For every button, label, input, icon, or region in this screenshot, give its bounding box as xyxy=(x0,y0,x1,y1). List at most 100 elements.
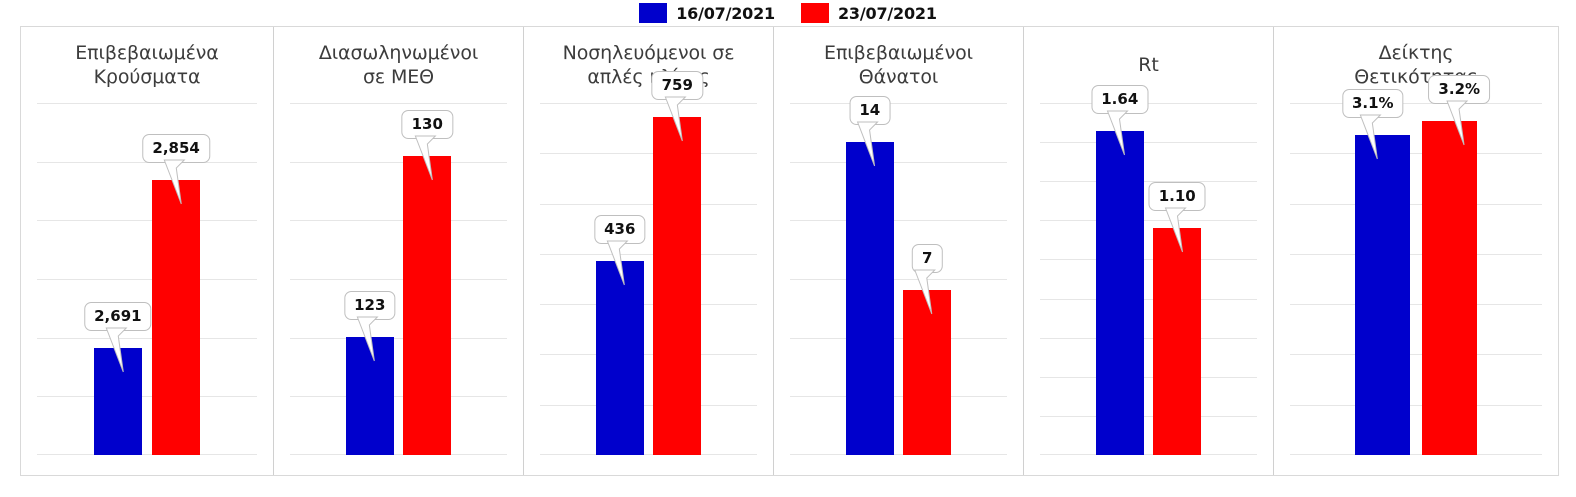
gridline xyxy=(290,161,507,163)
bar-container: 3.1% xyxy=(1341,88,1411,455)
gridline xyxy=(1040,376,1257,378)
panel-frame: Επιβεβαιωμένα Κρούσματα 2,691 2,854 Διασωλη… xyxy=(20,26,1559,476)
bar-group: 1.64 1.10 xyxy=(1040,85,1257,455)
bar-container: 436 xyxy=(594,103,646,455)
panel-title: Δείκτης Θετικότητας xyxy=(1354,42,1478,89)
gridlines xyxy=(540,103,757,455)
panel-title: Νοσηλευόμενοι σε απλές κλίνες xyxy=(562,42,735,89)
chart-panel: Επιβεβαιωμένοι Θάνατοι 14 7 xyxy=(774,27,1024,475)
callout-tail-icon xyxy=(1164,207,1187,253)
callout-tail-icon xyxy=(1107,110,1129,156)
bar-series2[interactable] xyxy=(903,289,952,455)
legend-swatch-blue xyxy=(639,3,668,23)
value-callout: 2,854 xyxy=(142,134,210,205)
value-callout: 3.2% xyxy=(1428,74,1491,145)
chart-panel: Επιβεβαιωμένα Κρούσματα 2,691 2,854 xyxy=(21,27,274,475)
bar-container: 14 xyxy=(845,95,894,455)
gridline xyxy=(790,454,1007,455)
gridline xyxy=(290,396,507,398)
gridline xyxy=(790,220,1007,222)
legend-entry[interactable]: 16/07/2021 xyxy=(639,3,775,23)
callout-tail-icon xyxy=(1360,114,1382,159)
gridline xyxy=(1040,298,1257,300)
bar-container: 123 xyxy=(344,103,396,455)
plot-area: 123 130 xyxy=(290,103,507,455)
value-callout: 14 xyxy=(849,95,891,166)
gridlines xyxy=(290,103,507,455)
gridlines xyxy=(1290,103,1542,455)
gridline xyxy=(37,103,257,104)
plot-area: 3.1% 3.2% xyxy=(1290,74,1542,455)
gridline xyxy=(37,454,257,455)
plot-area: 1.64 1.10 xyxy=(1040,85,1257,455)
gridline xyxy=(540,103,757,104)
gridline xyxy=(290,103,507,104)
panel-title: Διασωληνωμένοι σε ΜΕΘ xyxy=(318,42,479,89)
bar-group: 123 130 xyxy=(290,103,507,455)
gridlines xyxy=(1040,103,1257,455)
callout-tail-icon xyxy=(664,96,687,142)
gridline xyxy=(790,396,1007,398)
gridline xyxy=(1290,253,1542,255)
gridline xyxy=(540,253,757,255)
bar-container: 1.10 xyxy=(1148,103,1206,455)
chart-legend: 16/07/2021 23/07/2021 xyxy=(0,0,1576,26)
gridline xyxy=(1040,454,1257,455)
gridline xyxy=(790,279,1007,280)
gridline xyxy=(1290,404,1542,406)
bar-series2[interactable] xyxy=(1421,120,1478,455)
value-callout: 1.10 xyxy=(1148,181,1206,253)
bar-container: 1.64 xyxy=(1091,85,1149,455)
bar-container: 7 xyxy=(903,103,952,455)
value-callout: 2,691 xyxy=(84,301,152,372)
chart-panel: Διασωληνωμένοι σε ΜΕΘ 123 130 xyxy=(274,27,524,475)
callout-tail-icon xyxy=(1446,100,1469,145)
gridline xyxy=(37,220,257,222)
gridline xyxy=(1040,142,1257,144)
gridline xyxy=(540,153,757,155)
value-callout: 436 xyxy=(594,215,646,286)
gridline xyxy=(290,279,507,280)
plot-area: 2,691 2,854 xyxy=(37,103,257,455)
bar-series1[interactable] xyxy=(1095,131,1144,455)
gridline xyxy=(790,337,1007,339)
value-callout: 130 xyxy=(401,109,453,180)
bar-series2[interactable] xyxy=(1153,227,1202,455)
bar-series1[interactable] xyxy=(1354,134,1411,455)
gridline xyxy=(540,454,757,455)
gridline xyxy=(1290,203,1542,205)
gridline xyxy=(540,304,757,306)
legend-entry[interactable]: 23/07/2021 xyxy=(801,3,937,23)
bar-series1[interactable] xyxy=(345,337,394,455)
value-callout: 7 xyxy=(912,243,943,314)
value-callout: 3.1% xyxy=(1341,88,1404,159)
gridline xyxy=(1040,337,1257,339)
bar-series2[interactable] xyxy=(151,180,201,455)
bar-series1[interactable] xyxy=(845,141,894,455)
callout-tail-icon xyxy=(914,269,937,314)
bar-series2[interactable] xyxy=(653,117,702,455)
chart-panel: Δείκτης Θετικότητας 3.1% 3.2% xyxy=(1274,27,1558,475)
gridline xyxy=(540,203,757,205)
bar-series1[interactable] xyxy=(595,261,644,455)
legend-label: 16/07/2021 xyxy=(676,3,775,23)
gridline xyxy=(540,404,757,406)
gridline xyxy=(37,337,257,339)
callout-tail-icon xyxy=(857,121,879,166)
gridline xyxy=(1040,220,1257,222)
bar-container: 759 xyxy=(651,71,703,455)
bar-group: 14 7 xyxy=(790,95,1007,455)
callout-tail-icon xyxy=(607,240,629,286)
gridline xyxy=(790,103,1007,104)
panel-title: Rt xyxy=(1138,53,1159,76)
bar-series2[interactable] xyxy=(403,155,452,455)
bar-group: 2,691 2,854 xyxy=(37,103,257,455)
bar-series1[interactable] xyxy=(93,347,143,455)
bar-container: 2,854 xyxy=(142,103,210,455)
gridline xyxy=(1290,354,1542,356)
gridline xyxy=(1290,454,1542,455)
gridline xyxy=(37,279,257,280)
bar-group: 436 759 xyxy=(540,71,757,455)
plot-area: 14 7 xyxy=(790,95,1007,455)
